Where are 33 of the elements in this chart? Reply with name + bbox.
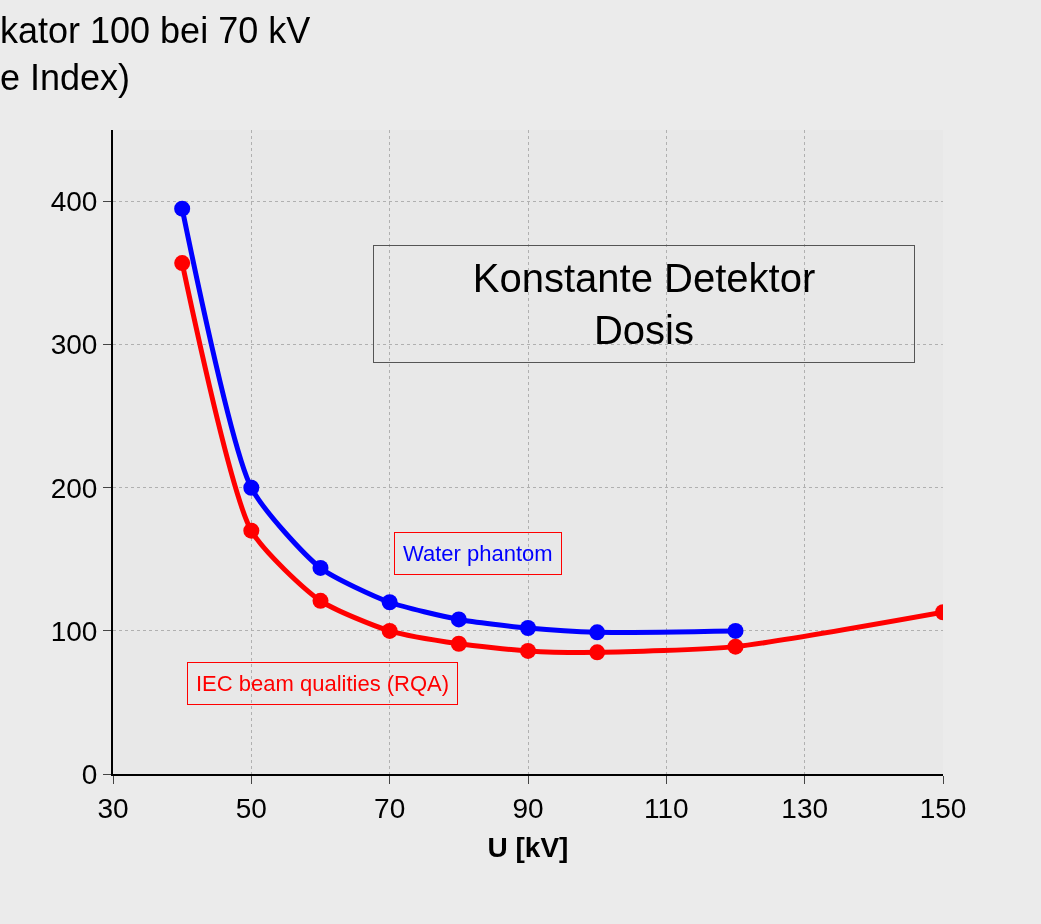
y-tick-label: 100: [50, 615, 98, 647]
series-label: IEC beam qualities (RQA): [196, 671, 450, 696]
point: [450, 611, 467, 628]
point: [450, 635, 467, 652]
chart-title: kator 100 bei 70 kV e Index): [0, 10, 311, 98]
point: [727, 622, 744, 639]
point: [243, 479, 260, 496]
series-label: Water phantom: [403, 541, 553, 566]
point: [312, 559, 329, 576]
x-tick-label: 50: [235, 792, 267, 824]
x-tick-label: 90: [512, 792, 544, 824]
point: [381, 594, 398, 611]
annotation: Konstante Detektor Dosis: [472, 256, 816, 352]
y-tick-label: 0: [81, 758, 98, 790]
point: [174, 200, 191, 217]
x-tick-label: 130: [781, 792, 829, 824]
point: [589, 624, 606, 641]
point: [243, 522, 260, 539]
y-tick-label: 200: [50, 472, 98, 504]
y-tick-label: 400: [50, 186, 98, 218]
x-tick-label: 110: [644, 792, 689, 824]
x-axis-title: U [kV]: [487, 832, 569, 864]
y-tick-label: 300: [50, 329, 98, 361]
point: [381, 622, 398, 639]
point: [727, 638, 744, 655]
point: [520, 620, 536, 637]
point: [520, 642, 536, 659]
x-tick-label: 70: [374, 792, 406, 824]
x-tick-label: 30: [97, 792, 129, 824]
point: [174, 255, 191, 272]
point: [589, 644, 606, 661]
point: [312, 592, 329, 609]
x-tick-label: 150: [919, 792, 967, 824]
